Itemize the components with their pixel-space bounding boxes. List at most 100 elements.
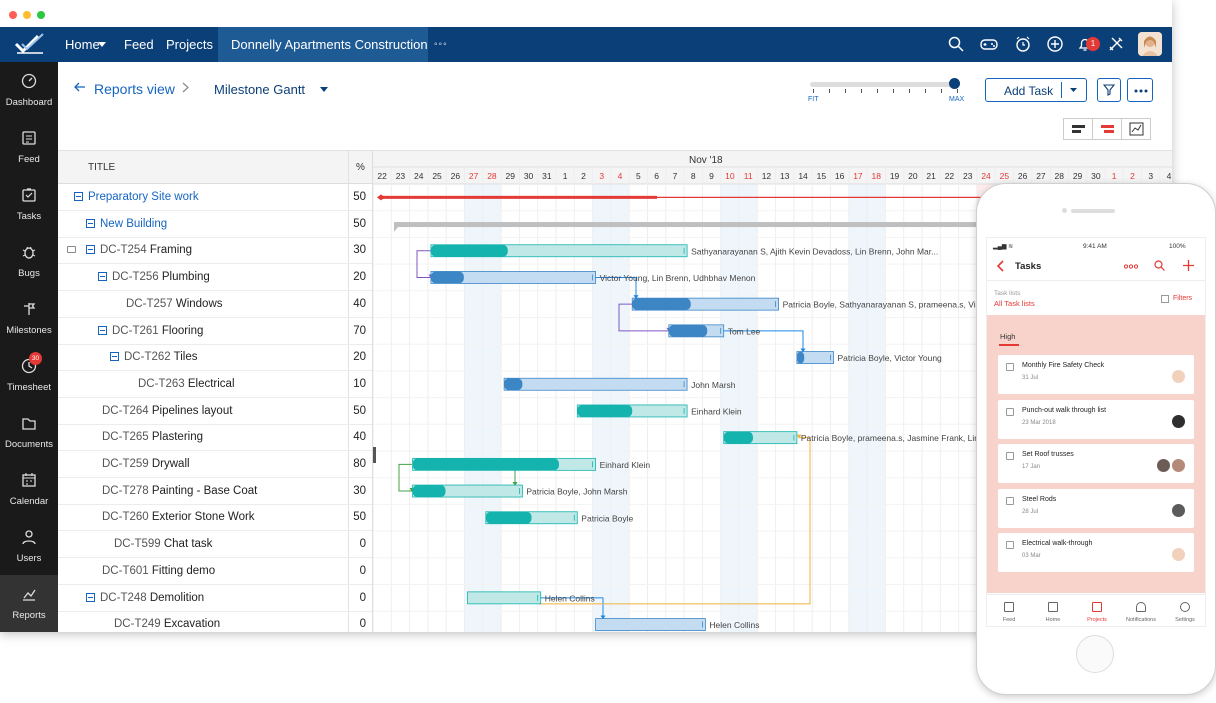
home-chevron-down-icon[interactable]: [98, 42, 106, 47]
task-name[interactable]: Drywall: [151, 458, 190, 470]
task-row[interactable]: DC-T264 Pipelines layout 50: [58, 398, 372, 425]
task-id[interactable]: DC-T249: [114, 618, 161, 631]
pane-splitter-handle[interactable]: [373, 447, 376, 463]
task-name[interactable]: Excavation: [163, 618, 221, 631]
minimize-window-button[interactable]: [23, 11, 31, 19]
phone-task-card[interactable]: Monthly Fire Safety Check 31 Jul: [998, 355, 1194, 394]
task-bar-track[interactable]: [467, 591, 542, 605]
task-name[interactable]: Framing: [149, 244, 193, 257]
task-id[interactable]: DC-T599: [114, 538, 161, 551]
back-arrow-icon[interactable]: [74, 82, 86, 92]
task-bar[interactable]: Helen Collins: [467, 591, 595, 605]
view-chart-button[interactable]: [1122, 119, 1151, 139]
task-checkbox[interactable]: [1006, 496, 1014, 505]
task-row[interactable]: New Building 50: [58, 211, 372, 238]
task-row[interactable]: DC-T263 Electrical 10: [58, 371, 372, 398]
more-options-button[interactable]: [1127, 78, 1153, 102]
task-bar-track[interactable]: [595, 618, 706, 631]
task-bar[interactable]: Patricia Boyle, prameena.s, Jasmine Fran…: [723, 431, 995, 445]
more-projects-button[interactable]: ◦◦◦: [434, 39, 448, 50]
collapse-toggle-icon[interactable]: [86, 218, 95, 228]
task-row[interactable]: DC-T278 Painting - Base Coat 30: [58, 478, 372, 505]
task-name[interactable]: Windows: [175, 297, 223, 310]
task-name[interactable]: New Building: [100, 217, 168, 230]
task-bar[interactable]: John Marsh: [503, 377, 736, 391]
phone-home-button[interactable]: [1076, 635, 1114, 673]
task-id[interactable]: DC-T248: [100, 591, 147, 604]
task-row[interactable]: Preparatory Site work 50: [58, 184, 372, 211]
zoho-projects-logo-icon[interactable]: [14, 32, 46, 56]
task-bar[interactable]: Patricia Boyle, Victor Young: [796, 351, 942, 364]
comment-icon[interactable]: [67, 246, 76, 254]
task-id[interactable]: DC-T261: [112, 324, 159, 337]
filter-button[interactable]: [1097, 78, 1121, 102]
task-bar[interactable]: Patricia Boyle: [485, 511, 634, 525]
task-id[interactable]: DC-T259: [102, 458, 149, 470]
phone-add-icon[interactable]: [1183, 260, 1194, 271]
add-task-button[interactable]: Add Task: [985, 78, 1087, 102]
sidebar-item-milestones[interactable]: Milestones: [0, 290, 58, 347]
collapse-toggle-icon[interactable]: [74, 192, 83, 201]
task-id[interactable]: DC-T262: [124, 351, 171, 364]
task-id[interactable]: DC-T263: [138, 377, 185, 390]
sidebar-item-bugs[interactable]: Bugs: [0, 233, 58, 290]
milestone-summary-bar[interactable]: [394, 222, 1172, 228]
task-row[interactable]: DC-T260 Exterior Stone Work 50: [58, 504, 372, 532]
task-name[interactable]: Painting - Base Coat: [151, 484, 258, 497]
sidebar-item-dashboard[interactable]: Dashboard: [0, 62, 58, 119]
collapse-toggle-icon[interactable]: [98, 325, 107, 335]
task-name[interactable]: Plumbing: [161, 271, 210, 284]
collapse-toggle-icon[interactable]: [86, 592, 95, 602]
task-name[interactable]: Flooring: [161, 324, 204, 337]
task-bar[interactable]: Sathyanarayanan S, Ajith Kevin Devadoss,…: [430, 244, 938, 258]
task-name[interactable]: Plastering: [151, 431, 203, 444]
task-id[interactable]: DC-T601: [102, 564, 149, 577]
close-window-button[interactable]: [9, 11, 17, 19]
search-icon[interactable]: [948, 36, 964, 52]
filters-icon[interactable]: [1161, 295, 1169, 303]
task-bar[interactable]: Einhard Klein: [412, 457, 651, 471]
task-row[interactable]: DC-T249 Excavation 0: [58, 611, 372, 632]
task-checkbox[interactable]: [1006, 452, 1014, 460]
phone-task-card[interactable]: Steel Rods 28 Jul: [998, 488, 1194, 528]
percent-column-header[interactable]: %: [356, 162, 365, 173]
task-name[interactable]: Exterior Stone Work: [151, 511, 255, 524]
sidebar-item-feed[interactable]: Feed: [0, 119, 58, 176]
task-row[interactable]: DC-T265 Plastering 40: [58, 424, 372, 452]
gamepad-icon[interactable]: [980, 36, 998, 52]
task-row[interactable]: DC-T262 Tiles 20: [58, 344, 372, 372]
phone-filters-button[interactable]: Filters: [1173, 295, 1193, 302]
collapse-toggle-icon[interactable]: [110, 352, 119, 362]
milestone-progress-bar[interactable]: [381, 195, 657, 199]
task-id[interactable]: DC-T278: [102, 484, 149, 497]
collapse-toggle-icon[interactable]: [86, 245, 95, 255]
task-id[interactable]: DC-T256: [112, 271, 159, 284]
task-bar[interactable]: Einhard Klein: [576, 404, 742, 418]
view-critical-path-button[interactable]: [1093, 119, 1122, 139]
phone-tab-feed[interactable]: Feed: [987, 595, 1031, 626]
view-dropdown-chevron-icon[interactable]: [320, 87, 328, 92]
sidebar-item-timesheet[interactable]: Timesheet 30: [0, 347, 58, 404]
zoom-slider[interactable]: FIT MAX: [808, 78, 964, 107]
task-bar-track[interactable]: [503, 377, 688, 391]
task-id[interactable]: DC-T265: [102, 431, 149, 444]
add-icon[interactable]: [1047, 36, 1063, 52]
task-checkbox[interactable]: [1006, 541, 1014, 549]
tools-icon[interactable]: [1108, 36, 1124, 52]
task-id[interactable]: DC-T257: [126, 297, 173, 310]
task-name[interactable]: Tiles: [173, 351, 198, 364]
sidebar-item-reports[interactable]: Reports: [0, 575, 58, 632]
phone-tab-home[interactable]: Home: [1031, 595, 1075, 626]
zoom-handle[interactable]: [949, 78, 960, 89]
phone-tab-projects[interactable]: Projects: [1075, 595, 1119, 626]
phone-search-icon[interactable]: [1154, 260, 1165, 271]
alarm-clock-icon[interactable]: [1015, 36, 1031, 52]
title-column-header[interactable]: TITLE: [88, 162, 116, 173]
sidebar-item-users[interactable]: Users: [0, 518, 58, 575]
task-name[interactable]: Electrical: [187, 377, 235, 390]
task-row[interactable]: DC-T259 Drywall 80: [58, 451, 372, 478]
zoom-max-label[interactable]: MAX: [949, 96, 965, 103]
sidebar-item-tasks[interactable]: Tasks: [0, 176, 58, 233]
view-selector[interactable]: Milestone Gantt: [214, 82, 306, 97]
task-id[interactable]: DC-T260: [102, 511, 149, 524]
